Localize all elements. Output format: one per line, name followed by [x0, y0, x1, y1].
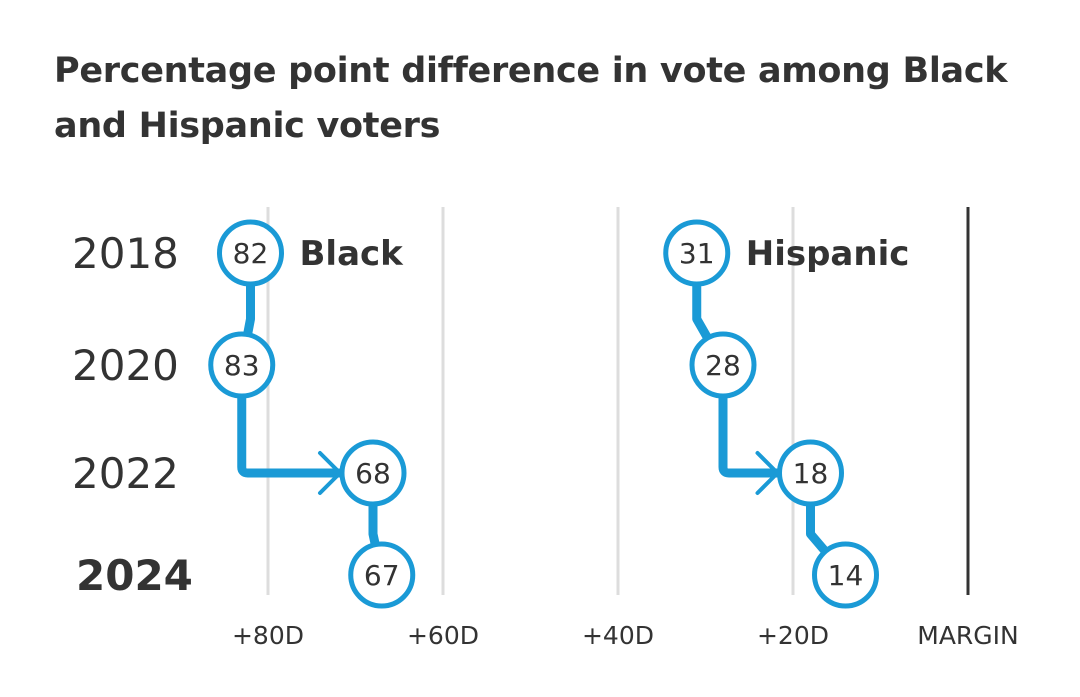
series-name-label: Black	[300, 234, 405, 274]
x-axis-ticks: +80D +60D +40D +20D MARGIN	[232, 621, 1019, 650]
series-connector	[718, 360, 784, 478]
year-label: 2024	[76, 551, 193, 600]
x-axis-end-label: MARGIN	[917, 621, 1019, 650]
year-label: 2020	[72, 341, 179, 390]
data-label: 31	[679, 237, 715, 270]
x-tick-label: +40D	[582, 621, 654, 650]
data-label: 82	[233, 237, 269, 270]
data-label: 83	[224, 349, 260, 382]
chart-title: Percentage point difference in vote amon…	[54, 51, 1008, 146]
x-tick-label: +20D	[757, 621, 829, 650]
data-point	[339, 439, 407, 507]
year-label: 2022	[72, 449, 179, 498]
data-point	[208, 331, 276, 399]
data-point	[217, 219, 284, 287]
data-label: 68	[355, 457, 391, 490]
x-tick-label: +80D	[232, 621, 304, 650]
data-label: 18	[793, 457, 829, 490]
data-point	[812, 541, 879, 609]
series-connector	[237, 360, 347, 478]
data-label: 67	[364, 559, 400, 592]
data-point	[689, 331, 757, 399]
data-label: 14	[828, 559, 864, 592]
x-tick-label: +60D	[407, 621, 479, 650]
year-labels: 2018 2020 2022 2024	[72, 229, 193, 600]
data-point	[348, 541, 416, 609]
data-point	[777, 439, 844, 507]
year-label: 2018	[72, 229, 179, 278]
series-paths: 82 83 68 67 31 28 18 14	[208, 219, 879, 609]
data-point	[663, 219, 731, 287]
series-labels: Black Hispanic	[300, 234, 910, 274]
series-name-label: Hispanic	[746, 234, 910, 274]
data-label: 28	[705, 349, 741, 382]
